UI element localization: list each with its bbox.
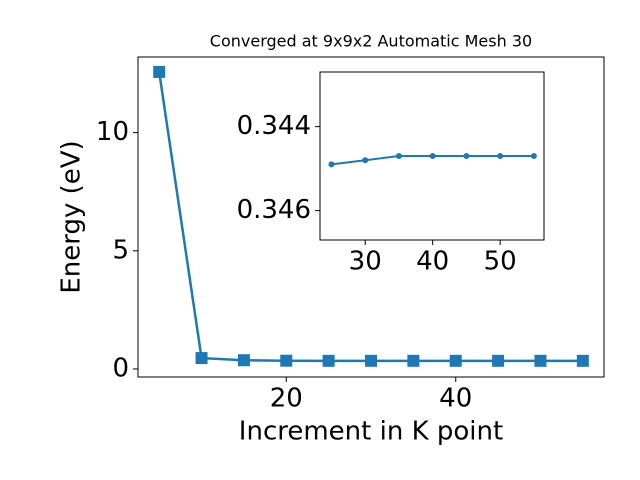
marker — [195, 352, 208, 365]
plot-frame — [319, 71, 545, 241]
x-tick-label: 30 — [349, 247, 382, 277]
marker — [449, 354, 462, 367]
x-tick-label: 20 — [270, 384, 303, 414]
marker — [395, 153, 402, 159]
x-tick-label: 40 — [416, 247, 449, 277]
marker — [492, 354, 505, 367]
marker — [497, 153, 504, 159]
marker — [576, 354, 589, 367]
plot-frame — [137, 56, 605, 378]
marker — [322, 354, 335, 367]
y-tick-label: 0.346 — [237, 195, 311, 225]
x-tick-label: 50 — [484, 247, 517, 277]
marker — [362, 157, 369, 164]
marker — [153, 65, 166, 78]
x-tick-label: 40 — [439, 384, 472, 414]
marker — [328, 161, 335, 168]
y-tick-label: 0.344 — [237, 111, 311, 141]
marker — [280, 354, 293, 367]
marker — [237, 354, 250, 367]
y-axis-label: Energy (eV) — [57, 140, 87, 293]
y-tick-label: 10 — [96, 117, 129, 147]
marker — [534, 354, 547, 367]
marker — [365, 354, 377, 367]
x-axis-label: Increment in K point — [239, 417, 503, 447]
marker — [463, 153, 470, 159]
marker — [530, 153, 537, 159]
marker — [407, 354, 420, 367]
marker — [429, 153, 436, 159]
chart-title: Converged at 9x9x2 Automatic Mesh 30 — [210, 32, 532, 51]
y-tick-label: 0 — [112, 353, 129, 383]
y-tick-label: 5 — [112, 235, 129, 265]
